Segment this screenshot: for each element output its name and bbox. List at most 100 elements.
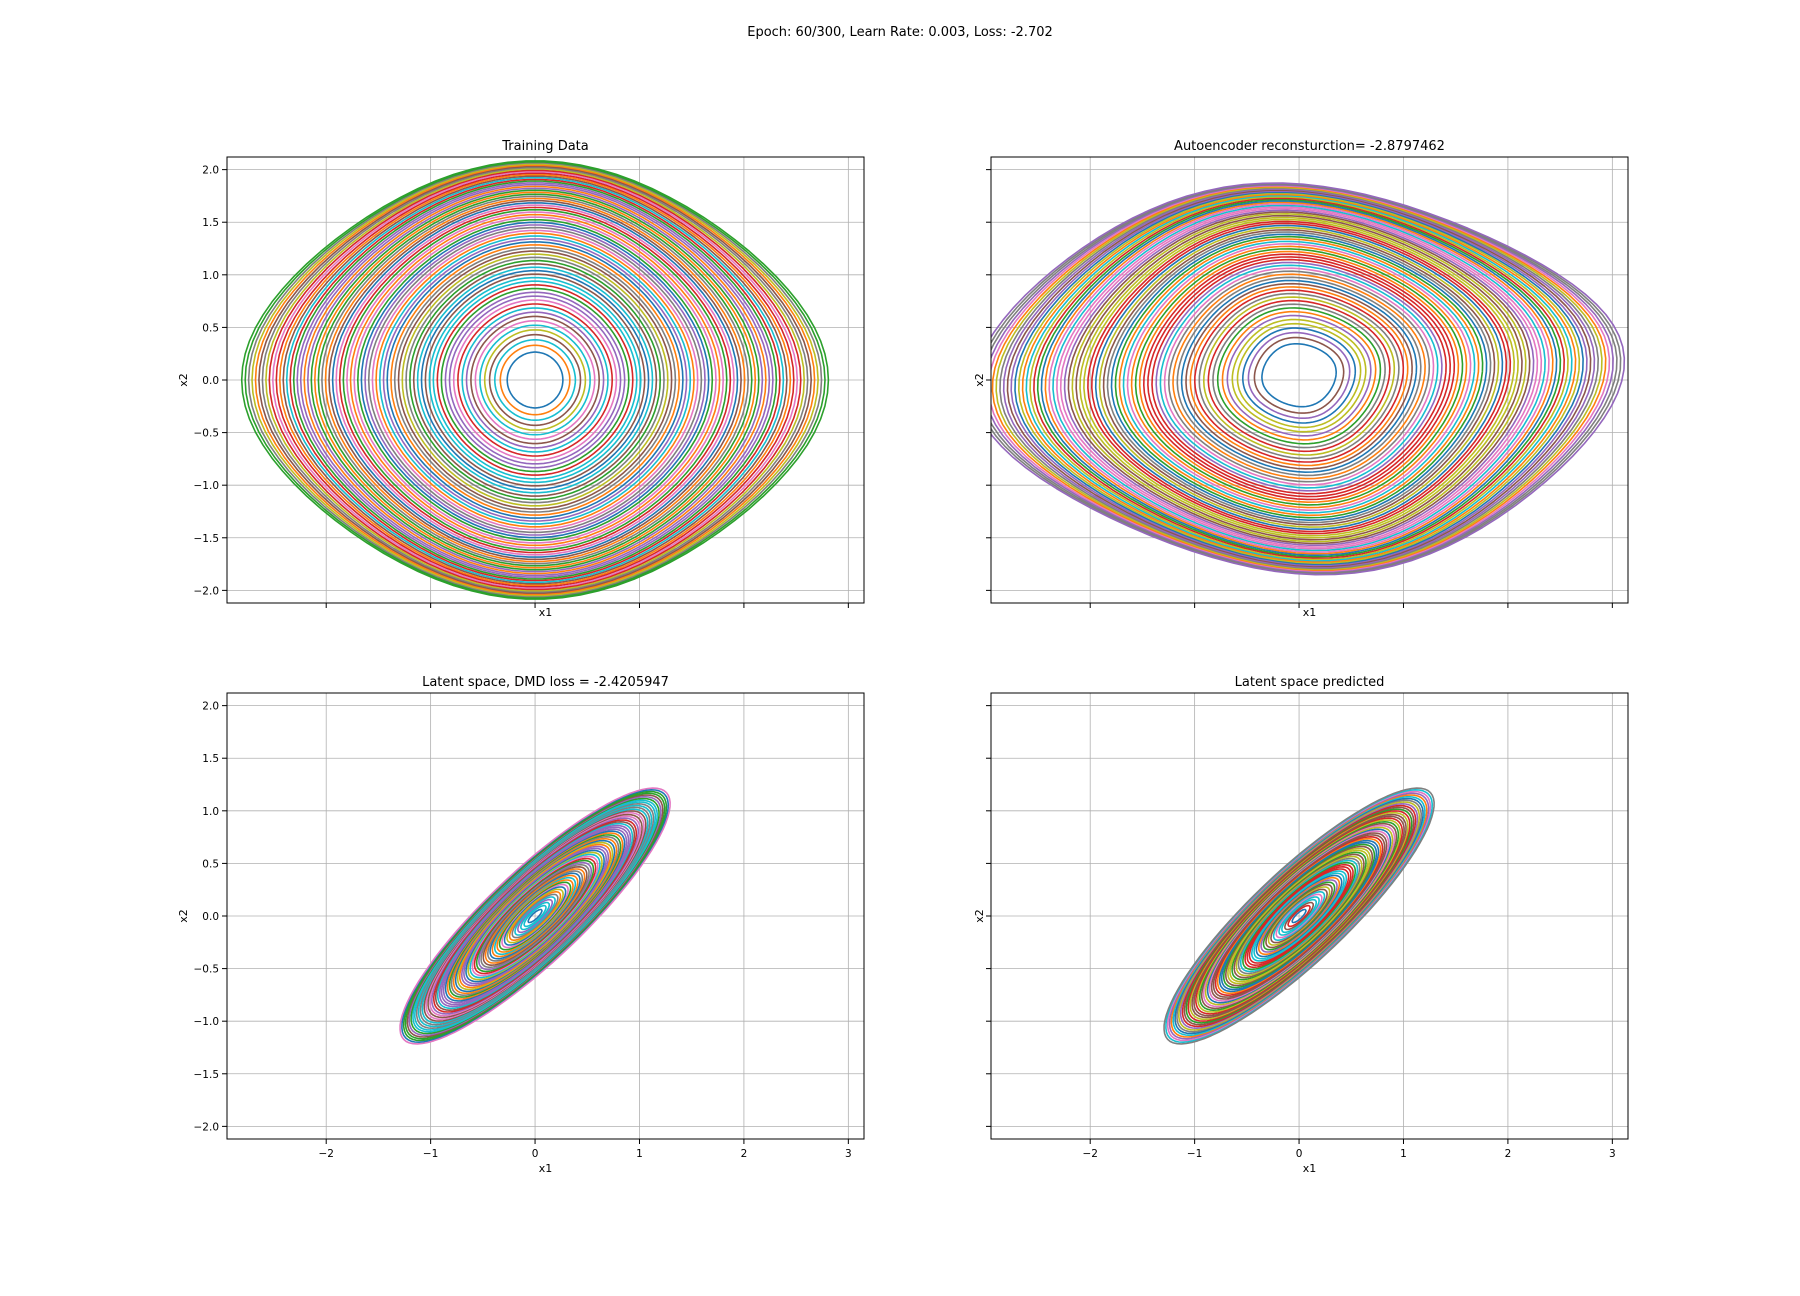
trajectory-line xyxy=(1025,194,1573,562)
trajectory-line xyxy=(314,191,757,569)
subplot-title: Latent space predicted xyxy=(1235,675,1385,690)
trajectory-line xyxy=(1262,881,1336,951)
trajectory-line xyxy=(424,273,646,487)
trajectory-line xyxy=(1265,883,1333,949)
trajectory-line xyxy=(991,185,1611,573)
trajectory-line xyxy=(478,861,592,971)
trajectory-line xyxy=(991,183,1618,575)
y-tick-label: 1.5 xyxy=(202,753,219,765)
trajectory-line xyxy=(467,851,603,981)
y-tick-label: 2.0 xyxy=(202,701,219,713)
trajectory-line xyxy=(991,182,1626,576)
trajectory-line xyxy=(375,232,695,528)
x-tick-label: −1 xyxy=(423,1148,438,1160)
trajectory-line xyxy=(517,898,553,934)
x-tick-label: 2 xyxy=(741,1148,748,1160)
trajectory-line xyxy=(328,199,742,561)
x-tick-label: 0 xyxy=(532,1148,539,1160)
trajectory-line xyxy=(247,162,823,598)
trajectory-line xyxy=(1236,322,1362,429)
x-axis-label: x1 xyxy=(539,1162,553,1175)
trajectory-line xyxy=(1180,279,1418,473)
trajectory-line xyxy=(275,172,795,588)
trajectory-line xyxy=(1253,336,1345,414)
y-tick-label: 1.0 xyxy=(202,806,219,818)
trajectory-line xyxy=(379,235,692,525)
subplot-latent-space: −2 −1 0 1 2 3 −2.0 −1.5 −1.0 −0.5 0.0 0.5 1.0 1.5 2.0 L… xyxy=(177,675,865,1175)
trajectory-line xyxy=(1260,879,1338,953)
trajectory-line xyxy=(258,165,812,595)
trajectory-line xyxy=(1163,267,1435,486)
y-axis-label: x2 xyxy=(973,373,986,387)
trajectory-series xyxy=(1163,787,1435,1045)
trajectory-line xyxy=(1221,310,1377,441)
x-tick-label: 2 xyxy=(1505,1148,1512,1160)
y-tick-label: −0.5 xyxy=(194,964,220,976)
trajectory-line xyxy=(386,241,684,519)
trajectory-line xyxy=(1237,857,1361,975)
trajectory-line xyxy=(1159,264,1439,489)
trajectory-line xyxy=(1052,204,1546,552)
trajectory-line xyxy=(1021,193,1577,563)
figure-suptitle: Epoch: 60/300, Learn Rate: 0.003, Loss: … xyxy=(747,25,1053,40)
trajectory-line xyxy=(432,280,638,480)
trajectory-line xyxy=(514,896,556,936)
subplot-latent-space-predicted: −2 −1 0 1 2 3 Latent space predicted x1 x2 xyxy=(973,675,1629,1175)
trajectory-line xyxy=(991,182,1622,575)
trajectory-line xyxy=(1040,200,1558,557)
x-tick-label: 0 xyxy=(1296,1148,1303,1160)
trajectory-line xyxy=(461,307,609,453)
y-tick-label: 0.5 xyxy=(202,858,219,870)
trajectory-line xyxy=(1231,851,1367,981)
trajectory-line xyxy=(488,333,582,427)
trajectory-line xyxy=(1044,201,1554,555)
trajectory-line xyxy=(324,197,746,563)
y-tick-label: 0.0 xyxy=(202,375,219,387)
trajectory-line xyxy=(244,161,826,599)
trajectory-line xyxy=(342,209,728,551)
trajectory-line xyxy=(482,866,588,966)
trajectory-line xyxy=(371,229,699,531)
trajectory-line xyxy=(1216,307,1382,445)
y-tick-label: 1.0 xyxy=(202,270,219,282)
trajectory-line xyxy=(335,204,735,556)
trajectory-line xyxy=(511,893,559,939)
x-tick-label: 1 xyxy=(636,1148,643,1160)
trajectory-line xyxy=(1278,896,1320,936)
trajectory-line xyxy=(390,244,680,516)
trajectory-line xyxy=(401,253,669,507)
trajectory-line xyxy=(469,853,601,979)
trajectory-line xyxy=(1014,191,1584,566)
trajectory-line xyxy=(1284,901,1314,931)
trajectory-line xyxy=(1185,282,1413,470)
y-tick-label: 0.0 xyxy=(202,911,219,923)
trajectory-series xyxy=(991,182,1626,576)
trajectory-line xyxy=(1091,222,1508,533)
x-tick-label: 1 xyxy=(1400,1148,1407,1160)
trajectory-line xyxy=(491,874,579,958)
trajectory-line xyxy=(1048,203,1550,553)
trajectory-line xyxy=(254,164,816,596)
trajectory-line xyxy=(399,787,671,1045)
trajectory-line xyxy=(1203,296,1396,456)
trajectory-line xyxy=(1151,258,1447,495)
trajectory-line xyxy=(494,339,577,421)
subplot-title: Training Data xyxy=(501,139,588,154)
trajectory-line xyxy=(1244,863,1354,969)
x-tick-label: −1 xyxy=(1187,1148,1202,1160)
x-axis-label: x1 xyxy=(1303,606,1317,619)
trajectory-line xyxy=(1010,190,1588,567)
trajectory-line xyxy=(1063,209,1535,547)
trajectory-line xyxy=(292,180,778,580)
trajectory-line xyxy=(1251,870,1348,962)
trajectory-line xyxy=(251,163,819,597)
trajectory-line xyxy=(1272,891,1326,941)
y-tick-label: −1.0 xyxy=(194,480,220,492)
trajectory-line xyxy=(1198,292,1400,460)
y-tick-label: 2.0 xyxy=(202,165,219,177)
trajectory-line xyxy=(1079,216,1519,539)
trajectory-line xyxy=(1147,256,1451,498)
trajectory-line xyxy=(508,891,562,941)
trajectory-line xyxy=(506,351,564,409)
trajectory-line xyxy=(1071,213,1527,543)
